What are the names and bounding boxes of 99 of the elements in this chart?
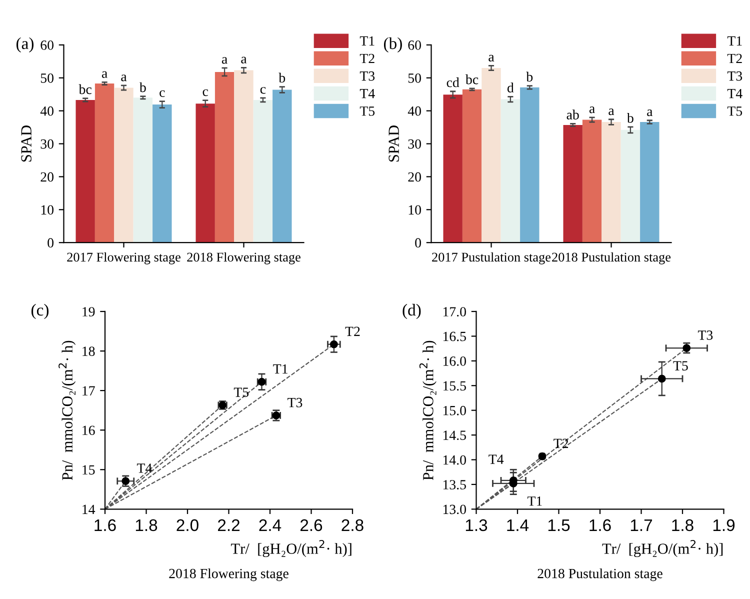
text: 2018 Pustulation stage bbox=[538, 568, 662, 582]
x-tick-label: 1.8 bbox=[672, 519, 694, 532]
x-tick-label: 1.7 bbox=[630, 519, 652, 531]
text: 2018 Flowering stage bbox=[169, 568, 288, 582]
annotation: T4 bbox=[488, 454, 504, 464]
y-tick-label: 14.0 bbox=[443, 455, 466, 465]
x-axis-title: Tr/ [gH₂O/(m$^{2}$· h)] bbox=[231, 540, 352, 558]
y-tick-label: 20 bbox=[408, 172, 421, 182]
y-axis-title: Pn/ mmolCO₂/(m$^{2}$· h) bbox=[58, 340, 76, 480]
y-tick-label: 14.5 bbox=[443, 430, 466, 440]
x-tick-label: 2017 Flowering stage bbox=[67, 252, 180, 264]
data-label: c bbox=[202, 89, 208, 96]
data-label: b bbox=[278, 72, 286, 83]
x-tick-label: 2017 Pustulation stage bbox=[432, 252, 551, 264]
x-tick-label: 2.8 bbox=[342, 519, 364, 532]
annotation: T1 bbox=[528, 496, 542, 506]
data-label: a bbox=[121, 74, 127, 82]
y-tick-label: 16.0 bbox=[443, 356, 466, 366]
y-axis-title: SPAD bbox=[21, 126, 32, 162]
x-axis-title: Tr/ [gH₂O/(m$^{2}$· h)] bbox=[602, 540, 723, 558]
data-label: b bbox=[626, 112, 634, 123]
data-label: bc bbox=[465, 74, 478, 84]
x-tick-label: 1.9 bbox=[713, 519, 735, 532]
y-tick-label: 18 bbox=[82, 346, 95, 356]
y-tick-label: 14 bbox=[82, 504, 96, 514]
y-tick-label: 60 bbox=[408, 40, 421, 50]
x-tick-label: 2.0 bbox=[176, 519, 198, 532]
data-label: a bbox=[608, 108, 614, 116]
data-label: d bbox=[507, 82, 514, 92]
y-tick-label: 10 bbox=[41, 205, 54, 215]
data-label: a bbox=[647, 110, 653, 116]
x-tick-label: 2.6 bbox=[300, 519, 322, 532]
y-tick-label: 40 bbox=[408, 106, 421, 116]
y-axis-title: SPAD bbox=[388, 126, 399, 162]
data-label: a bbox=[102, 71, 108, 78]
x-tick-label: 2018 Pustulation stage bbox=[552, 252, 671, 264]
annotation: T2 bbox=[554, 438, 568, 448]
x-tick-label: 2.4 bbox=[259, 519, 282, 531]
y-tick-label: 0 bbox=[415, 238, 421, 248]
chart-title: (d) bbox=[402, 304, 421, 320]
chart-title: (c) bbox=[31, 304, 49, 320]
x-tick-label: 1.4 bbox=[507, 519, 529, 531]
legend-label: T1 bbox=[727, 36, 742, 46]
legend-label: T2 bbox=[727, 54, 742, 64]
legend-label: T5 bbox=[727, 106, 742, 116]
y-tick-label: 13.0 bbox=[443, 504, 466, 514]
x-tick-label: 1.6 bbox=[590, 519, 611, 532]
data-label: a bbox=[589, 106, 595, 114]
y-tick-label: 16 bbox=[82, 426, 95, 436]
annotation: T5 bbox=[673, 361, 688, 370]
y-tick-label: 0 bbox=[48, 238, 54, 248]
data-label: a bbox=[488, 54, 494, 62]
data-label: c bbox=[260, 87, 266, 94]
y-tick-label: 30 bbox=[40, 139, 54, 149]
y-tick-label: 10 bbox=[408, 205, 421, 215]
annotation: T4 bbox=[136, 464, 152, 473]
y-tick-label: 30 bbox=[408, 139, 421, 149]
data-label: cd bbox=[446, 77, 460, 88]
annotation: T2 bbox=[345, 326, 360, 336]
x-tick-label: 2018 Flowering stage bbox=[187, 252, 300, 264]
x-tick-label: 1.8 bbox=[136, 519, 158, 532]
y-tick-label: 40 bbox=[40, 106, 54, 116]
y-tick-label: 50 bbox=[40, 73, 54, 83]
legend-label: T1 bbox=[360, 36, 374, 46]
legend-label: T4 bbox=[360, 88, 375, 98]
data-label: b bbox=[139, 82, 146, 92]
chart-title: (a) bbox=[16, 37, 34, 52]
y-tick-label: 19 bbox=[82, 307, 95, 316]
chart-title: (b) bbox=[384, 37, 402, 52]
data-label: ab bbox=[566, 110, 579, 120]
y-tick-label: 15 bbox=[82, 465, 95, 475]
x-tick-label: 1.6 bbox=[94, 519, 116, 532]
annotation: T3 bbox=[698, 330, 713, 340]
legend-label: T4 bbox=[727, 88, 742, 98]
y-tick-label: 15.0 bbox=[443, 406, 466, 416]
y-tick-label: 60 bbox=[40, 40, 54, 50]
y-tick-label: 15.5 bbox=[443, 381, 466, 391]
y-tick-label: 13.5 bbox=[443, 480, 466, 490]
x-tick-label: 1.5 bbox=[548, 519, 570, 532]
data-label: a bbox=[222, 57, 228, 64]
x-tick-label: 1.3 bbox=[466, 519, 488, 532]
y-tick-label: 17.0 bbox=[443, 307, 466, 316]
data-label: c bbox=[160, 90, 165, 98]
y-tick-label: 17 bbox=[82, 386, 95, 396]
legend-label: T3 bbox=[727, 71, 742, 81]
y-axis-title: Pn/ mmolCO₂/(m$^{2}$· h) bbox=[419, 340, 436, 480]
y-tick-label: 16.5 bbox=[443, 332, 466, 342]
data-label: a bbox=[241, 56, 247, 64]
data-label: bc bbox=[78, 84, 92, 94]
legend-label: T5 bbox=[360, 106, 375, 116]
y-tick-label: 50 bbox=[408, 73, 421, 83]
annotation: T5 bbox=[234, 388, 249, 397]
annotation: T1 bbox=[273, 364, 288, 374]
legend-label: T3 bbox=[360, 71, 375, 81]
annotation: T3 bbox=[288, 398, 302, 408]
data-label: b bbox=[526, 72, 533, 82]
x-tick-label: 2.2 bbox=[218, 519, 240, 531]
legend-label: T2 bbox=[360, 54, 374, 64]
y-tick-label: 20 bbox=[40, 172, 54, 182]
